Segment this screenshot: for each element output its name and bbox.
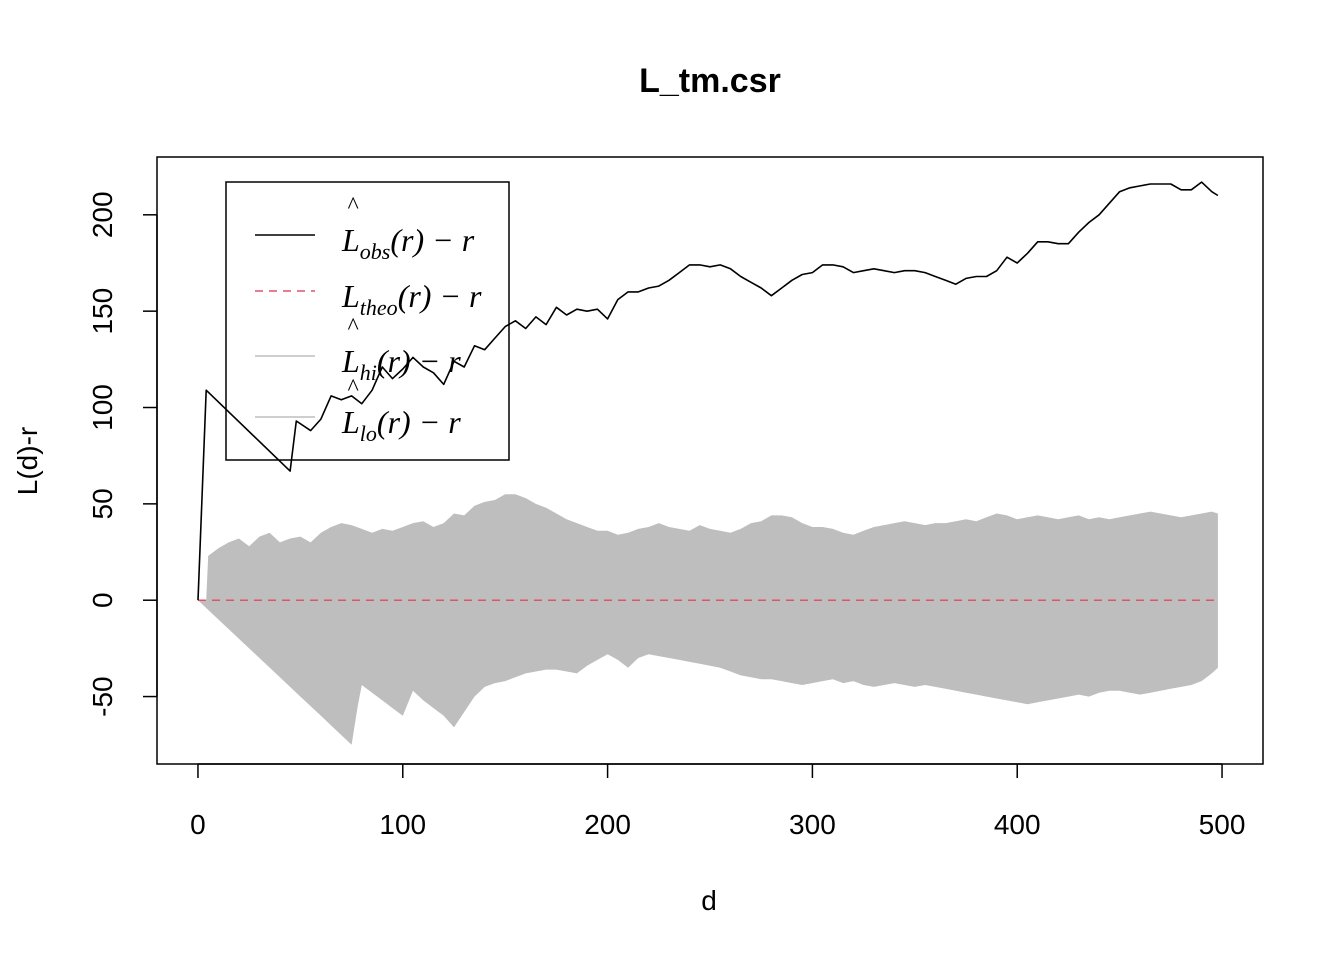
x-tick-label: 200	[584, 809, 631, 840]
y-tick-label: 50	[87, 488, 118, 519]
legend-hat: ^	[347, 314, 359, 340]
x-axis: 0 100 200 300 400 500	[190, 763, 1246, 840]
x-tick-label: 500	[1199, 809, 1246, 840]
obs-layer	[197, 181, 1219, 601]
envelope-layer	[198, 494, 1218, 745]
legend-label: Lobs(r) − r	[341, 222, 475, 264]
legend-label: Ltheo(r) − r	[341, 278, 482, 320]
y-tick-label: 200	[87, 191, 118, 238]
legend-label: Llo(r) − r	[341, 404, 461, 446]
y-axis-label: L(d)-r	[12, 427, 43, 495]
y-axis: -50 0 50 100 150 200	[87, 191, 158, 717]
x-tick-label: 300	[789, 809, 836, 840]
x-tick-label: 0	[190, 809, 206, 840]
x-axis-label: d	[701, 885, 717, 916]
y-tick-label: 150	[87, 288, 118, 335]
legend-hat: ^	[347, 375, 359, 401]
envelope-band	[198, 494, 1218, 745]
y-tick-label: 100	[87, 384, 118, 431]
chart-title: L_tm.csr	[639, 62, 781, 100]
legend-label: Lhi(r) − r	[341, 343, 461, 385]
legend-hat: ^	[347, 193, 359, 219]
x-tick-label: 400	[994, 809, 1041, 840]
obs-line	[197, 181, 1219, 601]
y-tick-label: -50	[87, 676, 118, 716]
x-tick-label: 100	[379, 809, 426, 840]
y-tick-label: 0	[87, 592, 118, 608]
legend-box	[225, 181, 510, 461]
